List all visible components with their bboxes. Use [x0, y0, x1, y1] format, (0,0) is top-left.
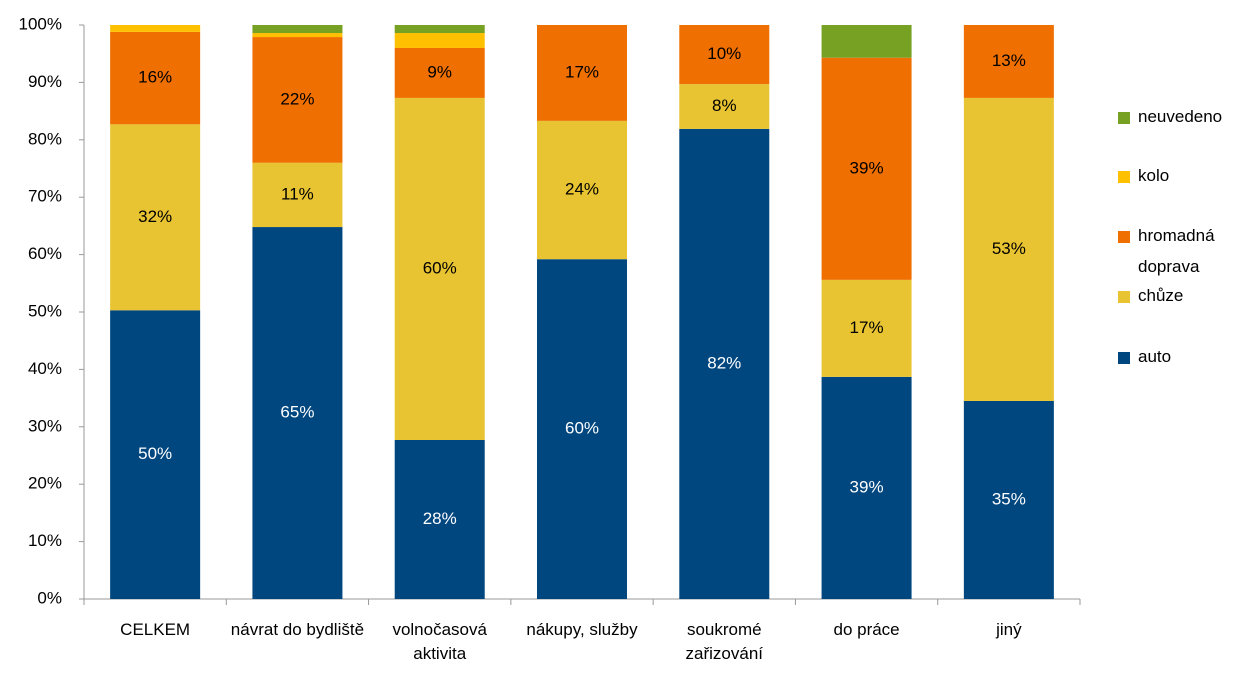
data-label: 17% — [850, 318, 884, 337]
legend-label: chůze — [1138, 286, 1183, 305]
y-tick-label: 30% — [28, 416, 62, 435]
bar-segment — [679, 84, 770, 129]
x-tick-label: soukromé zařizování — [686, 620, 764, 663]
data-label: 11% — [281, 184, 314, 203]
x-tick-label: jiný — [995, 620, 1022, 639]
data-label: 16% — [138, 68, 172, 87]
y-tick-label: 100% — [19, 14, 62, 33]
bar-segment — [110, 124, 201, 311]
data-label: 53% — [992, 239, 1026, 258]
bar-segment — [821, 279, 912, 377]
legend-swatch — [1118, 352, 1130, 364]
data-label: 35% — [992, 489, 1026, 508]
bar-segment — [821, 57, 912, 280]
data-label: 39% — [850, 158, 884, 177]
legend-swatch — [1118, 291, 1130, 303]
bar-segment — [252, 25, 343, 34]
bar-segment — [110, 310, 201, 599]
bar-segment — [394, 97, 485, 441]
bar-segment — [394, 25, 485, 34]
bar-segment — [537, 25, 627, 121]
bar-segment — [252, 227, 343, 599]
bar-segment — [821, 376, 912, 599]
data-label: 22% — [280, 89, 314, 108]
data-label: 17% — [565, 62, 599, 81]
y-tick-label: 10% — [28, 531, 62, 550]
data-label: 8% — [712, 96, 737, 115]
data-label: 32% — [138, 207, 172, 226]
y-tick-label: 0% — [37, 588, 62, 607]
data-label: 10% — [707, 44, 741, 63]
y-tick-label: 90% — [28, 72, 62, 91]
y-tick-label: 80% — [28, 129, 62, 148]
x-tick-label: nákupy, služby — [526, 620, 638, 639]
data-label: 39% — [850, 477, 884, 496]
legend-swatch — [1118, 112, 1130, 124]
bar-segment — [252, 37, 343, 163]
bar-segment — [963, 97, 1054, 401]
bar-segment — [252, 33, 343, 38]
x-tick-label: návrat do bydliště — [231, 620, 364, 639]
data-label: 24% — [565, 180, 599, 199]
legend-label: neuvedeno — [1138, 107, 1222, 126]
x-tick-label: do práce — [833, 620, 899, 639]
legend-label: kolo — [1138, 166, 1169, 185]
legend-label: auto — [1138, 347, 1171, 366]
data-label: 28% — [423, 509, 457, 528]
bar-segment — [537, 259, 627, 599]
data-label: 82% — [707, 353, 741, 372]
data-label: 50% — [138, 444, 172, 463]
bar-segment — [110, 31, 201, 125]
data-label: 65% — [280, 403, 314, 422]
bar-segment — [679, 25, 770, 85]
bar-segment — [679, 128, 770, 600]
x-tick-label: volnočasová aktivita — [392, 620, 487, 663]
bar-segment — [394, 33, 485, 48]
y-tick-label: 40% — [28, 359, 62, 378]
data-label: 9% — [427, 62, 452, 81]
bar-segment — [537, 120, 627, 260]
bar-segment — [394, 47, 485, 98]
data-label: 60% — [565, 419, 599, 438]
legend-swatch — [1118, 231, 1130, 243]
bar-segment — [252, 162, 343, 228]
bar-segment — [394, 440, 485, 599]
bar-segment — [963, 400, 1054, 599]
bar-segment — [110, 25, 201, 32]
y-tick-label: 60% — [28, 244, 62, 263]
y-tick-label: 50% — [28, 301, 62, 320]
y-tick-label: 70% — [28, 187, 62, 206]
bar-segment — [963, 25, 1054, 98]
legend-label: hromadná doprava — [1138, 226, 1215, 276]
x-tick-label: CELKEM — [120, 620, 190, 639]
legend-swatch — [1118, 171, 1130, 183]
data-label: 60% — [423, 258, 457, 277]
y-tick-label: 20% — [28, 474, 62, 493]
data-label: 13% — [992, 51, 1026, 70]
bar-segment — [821, 25, 912, 58]
